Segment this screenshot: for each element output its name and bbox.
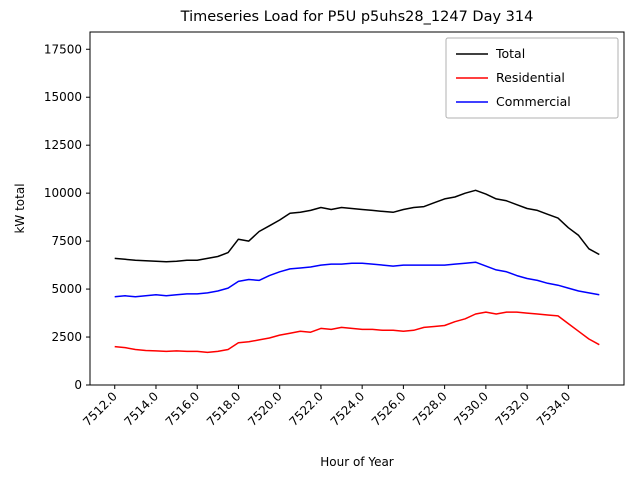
x-tick-label: 7512.0	[80, 389, 120, 429]
x-tick-label: 7534.0	[534, 389, 574, 429]
y-ticks: 0 2500 5000 7500 10000 12500 15000 17500	[44, 42, 90, 392]
legend: Total Residential Commercial	[445, 37, 619, 119]
y-tick-label: 17500	[44, 42, 82, 56]
legend-label-commercial: Commercial	[496, 94, 571, 109]
y-tick-label: 5000	[51, 282, 82, 296]
y-tick-label: 0	[74, 378, 82, 392]
y-tick-label: 15000	[44, 90, 82, 104]
series-line-commercial	[114, 261, 600, 298]
series-line-residential	[114, 311, 600, 354]
y-tick-label: 12500	[44, 138, 82, 152]
x-tick-label: 7518.0	[204, 389, 244, 429]
legend-label-residential: Residential	[496, 70, 565, 85]
chart-title: Timeseries Load for P5U p5uhs28_1247 Day…	[180, 9, 534, 25]
y-tick-label: 10000	[44, 186, 82, 200]
legend-box	[445, 37, 619, 119]
x-axis-label: Hour of Year	[320, 455, 394, 469]
x-ticks: 7512.0 7514.0 7516.0 7518.0 7520.0 7522.0 7524…	[80, 385, 573, 429]
x-tick-label: 7524.0	[328, 389, 368, 429]
x-tick-label: 7530.0	[451, 389, 491, 429]
y-axis-label: kW total	[13, 183, 27, 233]
y-tick-label: 7500	[51, 234, 82, 248]
x-tick-label: 7532.0	[493, 389, 533, 429]
x-tick-label: 7516.0	[163, 389, 203, 429]
x-tick-label: 7514.0	[122, 389, 162, 429]
x-tick-label: 7528.0	[410, 389, 450, 429]
series-line-total	[114, 189, 600, 263]
x-tick-label: 7526.0	[369, 389, 409, 429]
x-tick-label: 7520.0	[245, 389, 285, 429]
x-tick-label: 7522.0	[286, 389, 326, 429]
legend-label-total: Total	[495, 46, 525, 61]
axes-frame	[89, 31, 625, 386]
y-tick-label: 2500	[51, 330, 82, 344]
